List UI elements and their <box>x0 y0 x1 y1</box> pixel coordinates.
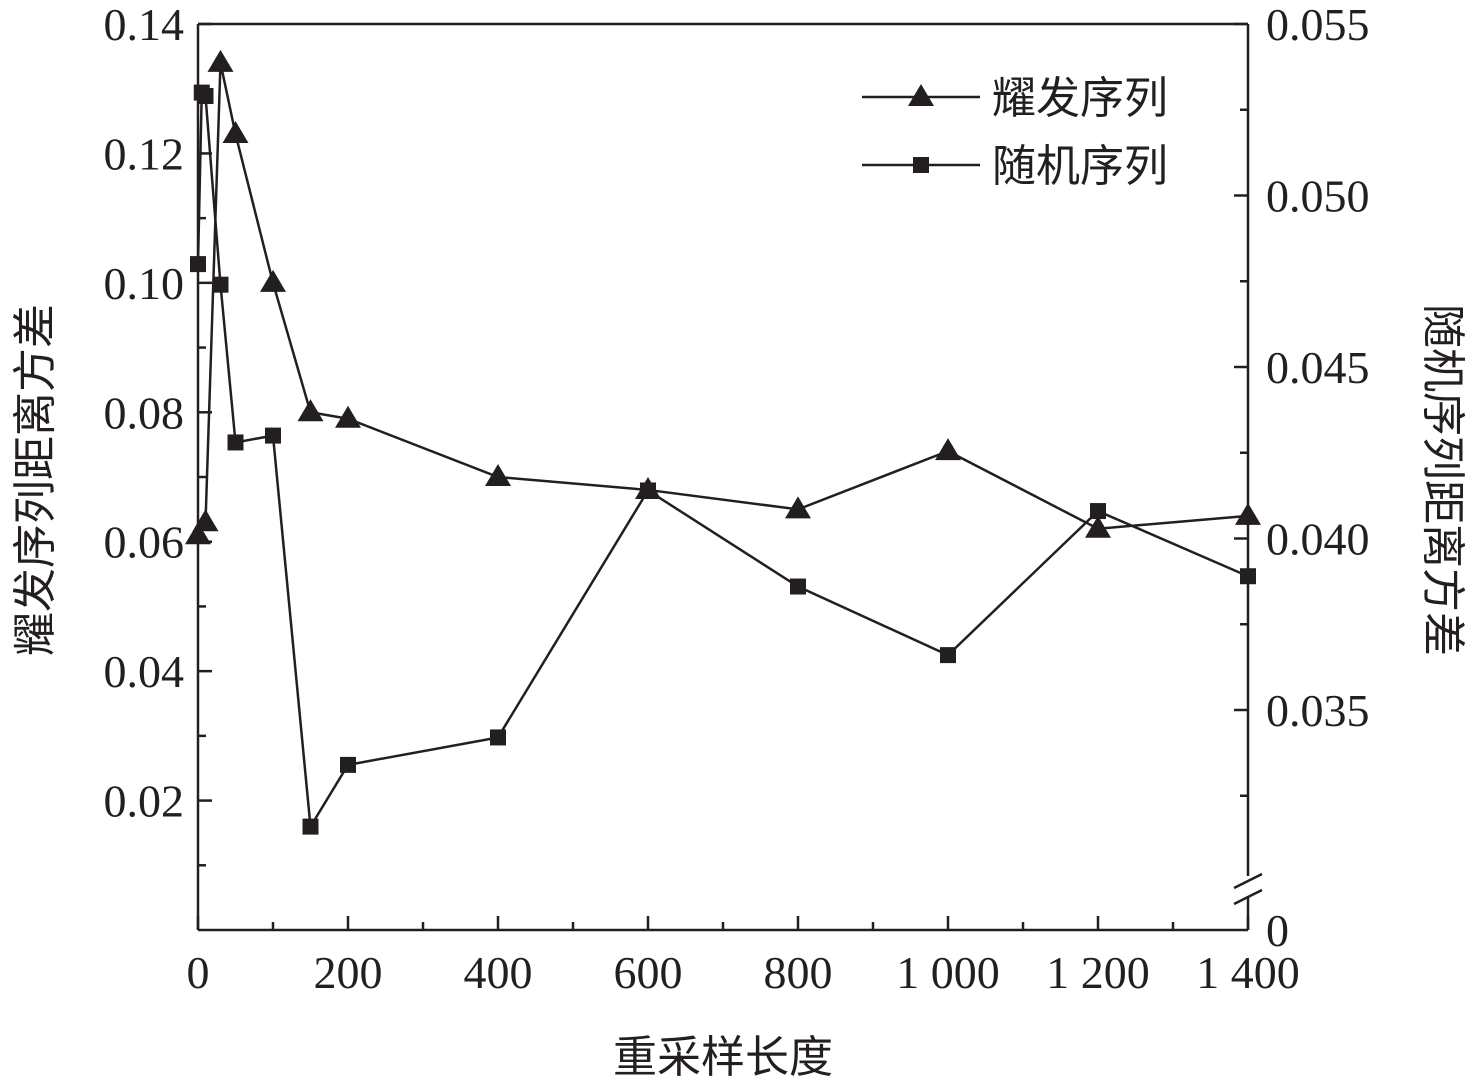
legend-triangle-icon <box>908 84 934 106</box>
triangle-marker <box>192 509 219 532</box>
y-left-tick-label: 0.12 <box>104 128 185 179</box>
x-tick-label: 1 400 <box>1196 947 1300 998</box>
triangle-marker <box>785 496 811 519</box>
triangle-marker <box>935 438 961 461</box>
axis-break-mark-lower <box>1233 888 1263 906</box>
triangle-marker <box>485 464 511 486</box>
x-tick-label: 800 <box>764 947 833 998</box>
square-marker <box>302 818 319 835</box>
axis-break-mark-upper <box>1233 872 1263 890</box>
y-left-tick-label: 0.02 <box>104 776 185 827</box>
x-tick-label: 0 <box>187 947 210 998</box>
y-right-tick-label: 0.045 <box>1266 342 1370 393</box>
x-tick-label: 400 <box>464 947 533 998</box>
y-right-break-label: 0 <box>1266 905 1289 956</box>
series-line-random <box>196 89 1249 831</box>
triangle-marker <box>297 399 324 422</box>
y-left-axis-title: 耀发序列距离方差 <box>10 304 61 656</box>
x-tick-label: 1 200 <box>1046 947 1150 998</box>
square-marker <box>265 427 281 444</box>
series-line-flare <box>196 62 1249 536</box>
y-right-tick-label: 0.055 <box>1266 0 1370 50</box>
y-right-tick-label: 0.050 <box>1266 171 1370 222</box>
square-marker <box>340 756 356 773</box>
y-left-tick-label: 0.10 <box>104 258 185 309</box>
square-marker <box>197 88 214 105</box>
y-right-axis-title: 随机序列距离方差 <box>1417 304 1468 656</box>
y-left-tick-label: 0.06 <box>104 517 185 568</box>
series-layer <box>185 49 1261 835</box>
x-axis-title: 重采样长度 <box>613 1032 833 1083</box>
legend-label-random: 随机序列 <box>992 141 1168 192</box>
triangle-marker <box>335 405 361 428</box>
y-left-tick-label: 0.14 <box>104 0 185 50</box>
x-tick-label: 200 <box>314 947 383 998</box>
square-marker <box>940 647 956 664</box>
square-marker <box>212 276 229 293</box>
x-tick-label: 600 <box>614 947 683 998</box>
legend: 耀发序列 随机序列 <box>862 73 1168 192</box>
y-left-tick-label: 0.04 <box>104 646 185 697</box>
y-right-tick-label: 0.035 <box>1266 685 1370 736</box>
triangle-marker <box>222 121 249 144</box>
y-right-tick-label: 0.040 <box>1266 514 1370 565</box>
legend-square-icon <box>913 157 929 173</box>
y-left-tick-label: 0.08 <box>104 387 185 438</box>
plot-frame <box>196 22 1263 932</box>
legend-label-flare: 耀发序列 <box>992 73 1168 124</box>
square-marker <box>227 434 244 451</box>
square-marker <box>790 578 806 595</box>
triangle-marker <box>1085 515 1111 538</box>
square-marker <box>640 482 656 499</box>
square-marker <box>1090 503 1106 520</box>
square-marker <box>490 729 506 746</box>
x-tick-label: 1 000 <box>896 947 1000 998</box>
tick-labels: 0 200 400 600 800 1 000 1 200 1 400 0.02 0.04 0.06… <box>104 0 1370 998</box>
triangle-marker <box>207 49 234 72</box>
triangle-marker <box>260 269 286 292</box>
